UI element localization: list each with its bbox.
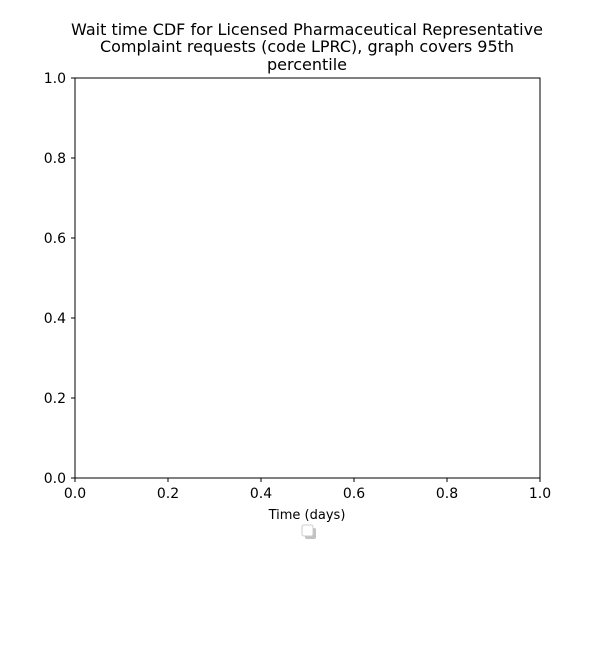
chart-title-line-2: Complaint requests (code LPRC), graph co…: [100, 37, 514, 56]
y-tick-label: 0.0: [44, 471, 66, 487]
legend: [301, 524, 316, 539]
x-tick-label: 0.6: [343, 486, 365, 502]
chart-title: Wait time CDF for Licensed Pharmaceutica…: [71, 20, 543, 74]
chart-title-line-1: Wait time CDF for Licensed Pharmaceutica…: [71, 20, 543, 39]
x-tick-label: 0.4: [250, 486, 272, 502]
x-tick-label: 0.0: [64, 486, 86, 502]
y-tick-label: 1.0: [44, 71, 66, 87]
legend-box: [301, 524, 314, 537]
x-tick-label: 1.0: [529, 486, 551, 502]
x-tick-label: 0.8: [436, 486, 458, 502]
y-tick-label: 0.8: [44, 151, 66, 167]
chart-title-line-3: percentile: [267, 55, 347, 74]
y-tick-label: 0.4: [44, 311, 66, 327]
y-axis: 0.0 0.2 0.4 0.6 0.8 1.0: [44, 71, 75, 487]
x-axis: 0.0 0.2 0.4 0.6 0.8 1.0: [64, 478, 551, 502]
y-tick-label: 0.6: [44, 231, 66, 247]
plot-area: [74, 77, 541, 479]
x-axis-label: Time (days): [268, 508, 346, 523]
y-tick-label: 0.2: [44, 391, 66, 407]
x-tick-label: 0.2: [157, 486, 179, 502]
